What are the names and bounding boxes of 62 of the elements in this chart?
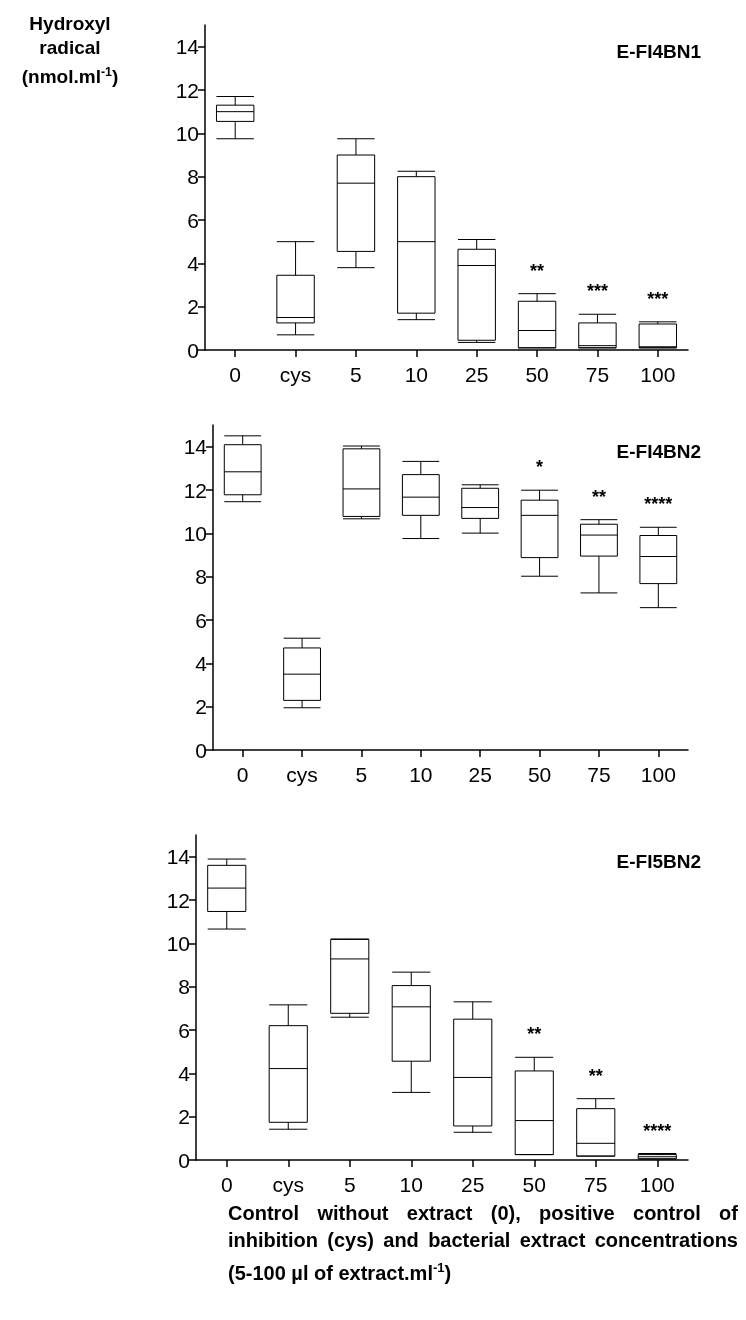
annotation: ** (527, 1024, 542, 1045)
y-tick-label: 2 (178, 1105, 190, 1129)
y-tick-label: 12 (175, 78, 199, 102)
annotation: ** (591, 486, 606, 507)
x-tick-label: 25 (465, 363, 489, 386)
text: E-FI5BN2 (616, 851, 702, 872)
x-tick-label: 10 (409, 763, 433, 786)
x-tick-label: 0 (220, 1173, 233, 1196)
y-tick-label: 14 (183, 435, 208, 459)
x-axis-title: Control without extract (0), positive control of inhibition (cys) and bacterial extract concentrations (5-100 µl of extract.ml$^{-1}$) (228, 1201, 738, 1286)
y-tick-label: 6 (187, 208, 199, 232)
x-tick-label: 50 (525, 363, 549, 386)
y-tick-label: 2 (195, 695, 207, 719)
x-tick-label: 5 (355, 763, 368, 786)
x-tick-label: cys (272, 1173, 304, 1196)
annotation: * (536, 457, 544, 478)
y-tick-label: 14 (175, 35, 200, 59)
y-tick-label: 6 (178, 1018, 190, 1042)
annotation: ** (530, 260, 545, 281)
x-tick-label: cys (279, 363, 312, 386)
text: E-FI4BN2 (616, 441, 702, 462)
x-tick-label: 75 (584, 1173, 608, 1196)
x-tick-label: 5 (343, 1173, 356, 1196)
y-tick-label: 10 (175, 121, 199, 145)
x-tick-label: 10 (399, 1173, 423, 1196)
x-tick-label: 5 (350, 363, 362, 386)
x-tick-label: 100 (640, 763, 676, 786)
y-tick-label: 2 (187, 295, 199, 319)
x-tick-label: 0 (229, 363, 242, 386)
x-tick-label: 0 (236, 763, 249, 786)
x-tick-label: 100 (640, 363, 676, 386)
y-tick-label: 12 (183, 478, 207, 502)
y-tick-label: 4 (178, 1061, 191, 1085)
annotation: ** (588, 1065, 603, 1086)
x-tick-label: 50 (522, 1173, 546, 1196)
x-tick-label: 50 (527, 763, 552, 786)
y-tick-label: 14 (166, 845, 191, 869)
y-tick-label: 0 (178, 1148, 190, 1172)
y-tick-label: 4 (187, 251, 200, 275)
text: E-FI4BN1 (616, 41, 702, 62)
y-tick-label: 10 (183, 521, 207, 545)
y-tick-label: 8 (178, 975, 190, 999)
y-tick-label: 0 (187, 338, 199, 362)
annotation: **** (643, 1120, 672, 1141)
y-tick-label: 8 (187, 165, 199, 189)
x-tick-label: 25 (468, 763, 492, 786)
y-tick-label: 0 (195, 738, 207, 762)
x-tick-label: 25 (461, 1173, 485, 1196)
annotation: **** (644, 494, 673, 515)
x-tick-label: 10 (404, 363, 428, 386)
x-tick-label: 100 (639, 1173, 675, 1196)
y-tick-label: 8 (195, 565, 207, 589)
annotation: *** (586, 281, 608, 302)
y-tick-label: 4 (195, 651, 208, 675)
x-tick-label: 75 (587, 763, 611, 786)
x-tick-label: 75 (585, 363, 610, 386)
y-tick-label: 6 (195, 608, 207, 632)
annotation: *** (647, 288, 669, 309)
y-tick-label: 12 (166, 888, 190, 912)
y-axis-title: Hydroxyl radical (nmol.ml$^{-1}$) (20, 12, 120, 90)
y-tick-label: 10 (166, 931, 190, 955)
x-tick-label: cys (286, 763, 318, 786)
